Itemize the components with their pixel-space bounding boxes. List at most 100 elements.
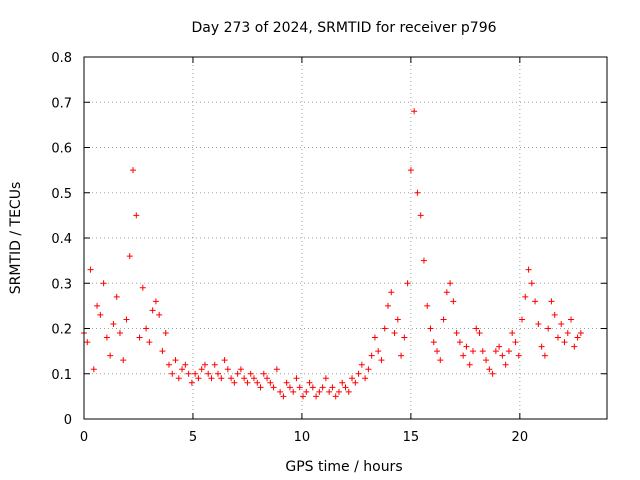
data-point xyxy=(479,348,486,355)
data-point xyxy=(247,370,254,377)
data-point xyxy=(84,339,91,346)
data-point xyxy=(460,352,467,359)
data-point xyxy=(401,334,408,341)
data-points xyxy=(81,108,584,400)
data-point xyxy=(152,298,159,305)
data-point xyxy=(332,393,339,400)
data-point xyxy=(525,266,532,273)
data-point xyxy=(146,339,153,346)
data-point xyxy=(90,366,97,373)
data-point xyxy=(234,370,241,377)
data-point xyxy=(342,384,349,391)
data-point xyxy=(97,311,104,318)
data-point xyxy=(447,280,454,287)
data-point xyxy=(437,357,444,364)
data-point xyxy=(417,212,424,219)
data-point xyxy=(505,348,512,355)
y-tick-label: 0.1 xyxy=(51,368,72,383)
data-point xyxy=(273,366,280,373)
data-point xyxy=(198,366,205,373)
data-point xyxy=(208,375,215,382)
data-point xyxy=(424,302,431,309)
data-point xyxy=(218,375,225,382)
data-point xyxy=(489,370,496,377)
data-point xyxy=(362,375,369,382)
data-point xyxy=(476,330,483,337)
data-point xyxy=(473,325,480,332)
data-point xyxy=(136,334,143,341)
data-point xyxy=(349,375,356,382)
y-tick-label: 0.5 xyxy=(51,187,72,202)
data-point xyxy=(486,366,493,373)
data-point xyxy=(551,311,558,318)
data-point xyxy=(149,307,156,314)
data-point xyxy=(535,320,542,327)
data-point xyxy=(139,284,146,291)
data-point xyxy=(322,375,329,382)
data-point xyxy=(463,343,470,350)
x-tick-label: 15 xyxy=(403,430,420,445)
data-point xyxy=(558,320,565,327)
data-point xyxy=(564,330,571,337)
data-point xyxy=(532,298,539,305)
data-point xyxy=(411,108,418,115)
data-point xyxy=(483,357,490,364)
data-point xyxy=(280,393,287,400)
data-point xyxy=(260,370,267,377)
data-point xyxy=(335,388,342,395)
data-point xyxy=(130,167,137,174)
data-point xyxy=(450,298,457,305)
data-point xyxy=(113,293,120,300)
data-point xyxy=(378,357,385,364)
data-point xyxy=(116,330,123,337)
data-point xyxy=(123,316,130,323)
data-point xyxy=(182,361,189,368)
data-point xyxy=(277,388,284,395)
data-point xyxy=(143,325,150,332)
data-point xyxy=(469,348,476,355)
data-point xyxy=(355,370,362,377)
data-point xyxy=(195,375,202,382)
data-point xyxy=(159,348,166,355)
data-point xyxy=(391,330,398,337)
data-point xyxy=(241,375,248,382)
x-tick-label: 20 xyxy=(512,430,529,445)
data-point xyxy=(512,339,519,346)
y-tick-label: 0.6 xyxy=(51,142,72,157)
data-point xyxy=(538,343,545,350)
data-point xyxy=(211,361,218,368)
data-point xyxy=(169,370,176,377)
data-point xyxy=(352,379,359,386)
axis-ticks: 0 5 10 15 20 0 0.1 0.2 0.3 0.4 0.5 0.6 0.7 0.8 xyxy=(51,51,607,445)
data-point xyxy=(519,316,526,323)
data-point xyxy=(394,316,401,323)
data-point xyxy=(522,293,529,300)
data-point xyxy=(303,388,310,395)
data-point xyxy=(577,330,584,337)
data-point xyxy=(509,330,516,337)
data-point xyxy=(94,302,101,309)
data-point xyxy=(254,379,261,386)
y-tick-label: 0.8 xyxy=(51,51,72,66)
data-point xyxy=(326,388,333,395)
data-point xyxy=(126,253,133,260)
data-point xyxy=(185,370,192,377)
data-point xyxy=(384,302,391,309)
data-point xyxy=(221,357,228,364)
data-point xyxy=(267,379,274,386)
data-point xyxy=(175,375,182,382)
data-point xyxy=(440,316,447,323)
y-tick-label: 0.4 xyxy=(51,232,72,247)
data-point xyxy=(179,366,186,373)
data-point xyxy=(228,375,235,382)
data-point xyxy=(358,361,365,368)
data-point xyxy=(316,388,323,395)
data-point xyxy=(571,343,578,350)
data-point xyxy=(244,379,251,386)
data-point xyxy=(404,280,411,287)
data-point xyxy=(456,339,463,346)
data-point xyxy=(453,330,460,337)
y-tick-label: 0.2 xyxy=(51,323,72,338)
